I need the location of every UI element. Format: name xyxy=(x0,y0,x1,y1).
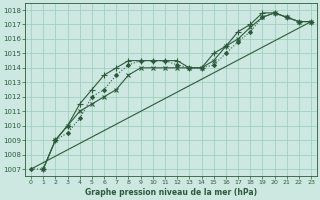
X-axis label: Graphe pression niveau de la mer (hPa): Graphe pression niveau de la mer (hPa) xyxy=(85,188,257,197)
